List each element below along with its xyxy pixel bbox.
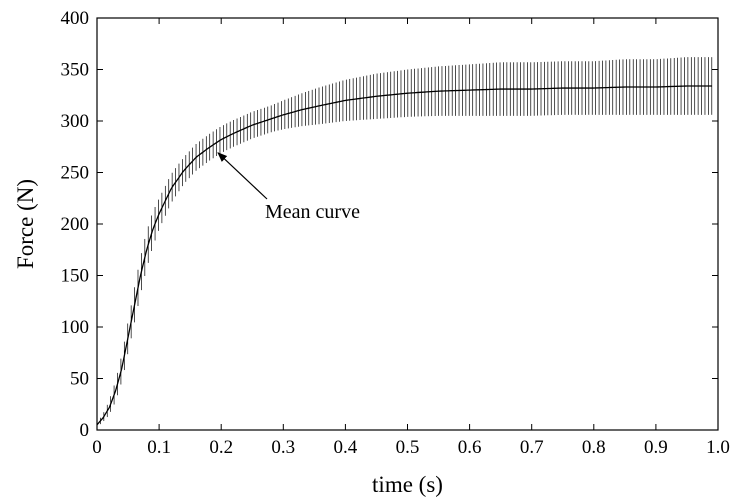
x-axis-label: time (s): [372, 472, 443, 497]
x-tick-label: 1.0: [706, 437, 730, 458]
series-group: [96, 85, 712, 426]
x-tick-label: 0.2: [209, 437, 233, 458]
x-tick-label: 0.3: [271, 437, 295, 458]
annotation-group: Mean curve: [217, 152, 360, 223]
y-tick-label: 0: [80, 420, 90, 441]
error-bars: [96, 57, 713, 427]
annotation-text: Mean curve: [265, 201, 360, 223]
y-tick-label: 300: [61, 111, 90, 132]
y-tick-label: 150: [61, 266, 90, 287]
y-tick-label: 200: [61, 214, 90, 235]
y-tick-label: 250: [61, 163, 90, 184]
y-tick-label: 400: [61, 8, 90, 29]
y-tick-label: 100: [61, 317, 90, 338]
y-ticks: 0 50 100 150 200 250 300 350 400: [61, 8, 718, 441]
x-tick-label: 0.1: [147, 437, 171, 458]
x-tick-label: 0.8: [582, 437, 606, 458]
x-tick-label: 0.7: [520, 437, 544, 458]
x-tick-label: 0.6: [458, 437, 482, 458]
y-tick-label: 50: [70, 369, 89, 390]
mean-curve-line: [96, 85, 712, 426]
x-tick-label: 0.5: [396, 437, 420, 458]
x-tick-label: 0.4: [334, 437, 358, 458]
x-tick-label: 0: [92, 437, 102, 458]
y-tick-label: 350: [61, 60, 90, 81]
y-axis-label: Force (N): [13, 179, 38, 269]
x-ticks: 0 0.1 0.2 0.3 0.4 0.5 0.6 0.7 0.8 0.9 1.0: [92, 18, 730, 458]
annotation-arrow: [217, 152, 268, 200]
x-tick-label: 0.9: [644, 437, 668, 458]
